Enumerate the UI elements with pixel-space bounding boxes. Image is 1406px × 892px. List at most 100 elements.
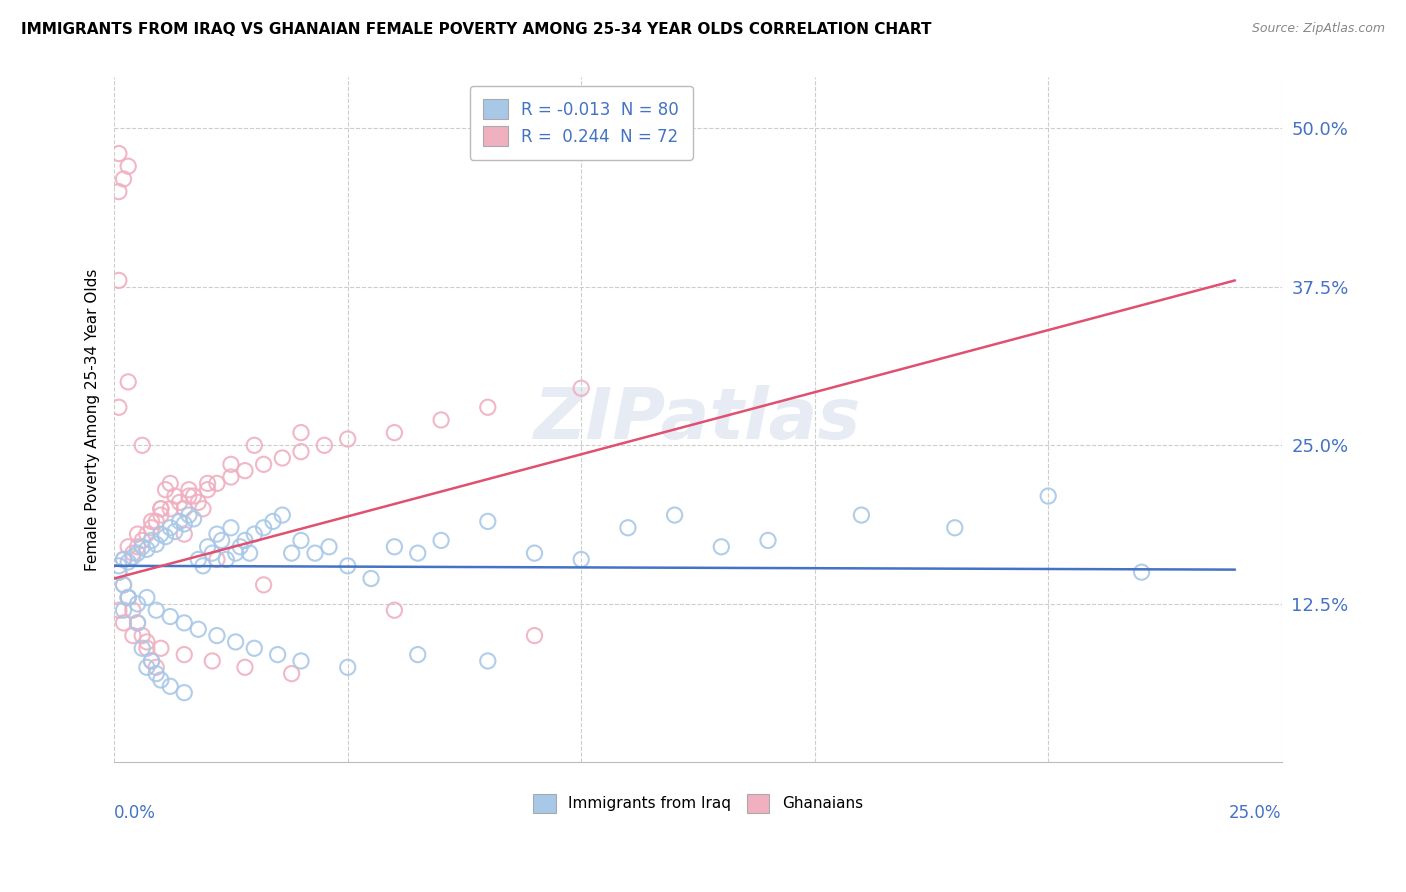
Point (177, 483, 200, 497)
Point (177, 508, 200, 522)
Point (141, 654, 163, 668)
Point (135, 635, 157, 649)
Point (131, 438, 153, 452)
Point (135, 591, 157, 605)
Point (271, 508, 294, 522)
Point (477, 654, 499, 668)
Point (290, 533, 312, 548)
Point (266, 648, 288, 662)
Point (290, 444, 312, 458)
Point (215, 552, 238, 566)
Point (122, 546, 145, 560)
Point (384, 425, 406, 440)
Y-axis label: Female Poverty Among 25-34 Year Olds: Female Poverty Among 25-34 Year Olds (86, 268, 100, 571)
Point (127, 615, 149, 630)
Point (112, 552, 135, 566)
Point (127, 546, 149, 560)
Point (262, 515, 284, 529)
Point (127, 615, 149, 630)
Point (173, 648, 195, 662)
Point (253, 521, 276, 535)
Point (117, 591, 139, 605)
Point (108, 401, 131, 415)
Point (243, 527, 266, 541)
Text: IMMIGRANTS FROM IRAQ VS GHANAIAN FEMALE POVERTY AMONG 25-34 YEAR OLDS CORRELATIO: IMMIGRANTS FROM IRAQ VS GHANAIAN FEMALE … (21, 22, 932, 37)
Point (112, 578, 135, 592)
Point (201, 546, 224, 560)
Point (664, 508, 686, 522)
Point (141, 654, 163, 668)
Text: 25.0%: 25.0% (1229, 804, 1282, 822)
Point (145, 603, 167, 617)
Point (149, 673, 172, 687)
Point (112, 552, 135, 566)
Point (187, 622, 209, 636)
Point (851, 508, 873, 522)
Point (173, 516, 195, 531)
Point (131, 629, 153, 643)
Point (197, 476, 219, 491)
Point (173, 615, 195, 630)
Point (384, 603, 406, 617)
Point (191, 501, 214, 516)
Point (127, 597, 149, 611)
Point (253, 578, 276, 592)
Point (135, 660, 157, 674)
Point (173, 501, 195, 516)
Point (336, 432, 359, 446)
Point (219, 470, 242, 484)
Point (187, 495, 209, 509)
Point (108, 565, 131, 579)
Point (233, 464, 256, 478)
Point (205, 527, 228, 541)
Point (225, 635, 247, 649)
Point (205, 552, 228, 566)
Point (205, 629, 228, 643)
Point (406, 546, 429, 560)
Point (108, 603, 131, 617)
Point (117, 591, 139, 605)
Point (201, 654, 224, 668)
Point (108, 146, 131, 161)
Point (149, 641, 172, 656)
Point (141, 521, 163, 535)
Point (141, 533, 163, 548)
Point (233, 533, 256, 548)
Point (122, 549, 145, 564)
Point (108, 185, 131, 199)
Point (229, 540, 252, 554)
Point (145, 660, 167, 674)
Point (108, 565, 131, 579)
Point (131, 533, 153, 548)
Point (149, 501, 172, 516)
Point (117, 159, 139, 173)
Point (169, 515, 191, 529)
Point (173, 527, 195, 541)
Point (149, 527, 172, 541)
Point (159, 476, 181, 491)
Point (108, 273, 131, 287)
Point (477, 401, 499, 415)
Point (406, 648, 429, 662)
Point (314, 438, 336, 452)
Point (360, 572, 382, 586)
Point (233, 660, 256, 674)
Point (145, 515, 167, 529)
Point (131, 641, 153, 656)
Point (112, 615, 135, 630)
Point (191, 558, 214, 573)
Point (211, 533, 233, 548)
Point (155, 483, 177, 497)
Point (149, 508, 172, 522)
Point (280, 546, 302, 560)
Point (384, 540, 406, 554)
Point (183, 512, 205, 526)
Point (430, 533, 453, 548)
Point (197, 540, 219, 554)
Point (112, 603, 135, 617)
Point (173, 686, 195, 700)
Point (183, 489, 205, 503)
Point (122, 603, 145, 617)
Point (159, 521, 181, 535)
Point (569, 381, 592, 395)
